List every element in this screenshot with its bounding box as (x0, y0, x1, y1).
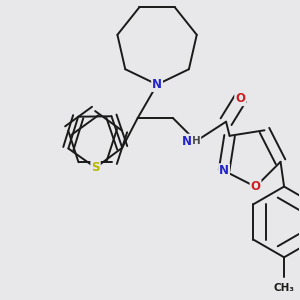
Text: O: O (235, 92, 245, 105)
Text: N: N (219, 164, 229, 177)
Text: S: S (91, 161, 100, 174)
Text: N: N (182, 135, 192, 148)
Text: H: H (192, 136, 200, 146)
Text: N: N (152, 78, 162, 91)
Text: O: O (250, 180, 260, 193)
Text: CH₃: CH₃ (274, 283, 295, 293)
